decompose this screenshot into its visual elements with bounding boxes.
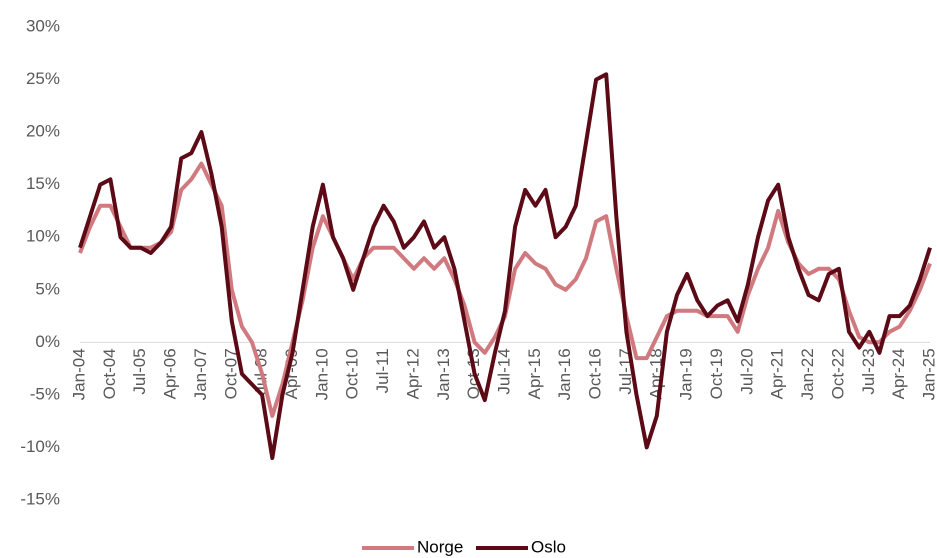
- y-tick-label: 0%: [35, 332, 60, 351]
- y-tick-label: 30%: [26, 16, 60, 35]
- y-tick-label: 10%: [26, 227, 60, 246]
- y-tick-label: 5%: [35, 279, 60, 298]
- x-tick-label: Jul-14: [494, 348, 513, 394]
- x-tick-label: Apr-06: [161, 348, 180, 399]
- y-tick-label: -10%: [20, 437, 60, 456]
- x-tick-label: Jan-16: [555, 348, 574, 400]
- x-tick-label: Jan-13: [434, 348, 453, 400]
- x-tick-label: Jan-22: [798, 348, 817, 400]
- y-tick-label: -5%: [30, 384, 60, 403]
- y-tick-label: 20%: [26, 122, 60, 141]
- x-tick-label: Jan-25: [919, 348, 937, 400]
- x-tick-label: Oct-10: [343, 348, 362, 399]
- x-tick-label: Jul-20: [737, 348, 756, 394]
- y-tick-label: 15%: [26, 174, 60, 193]
- x-tick-label: Apr-21: [768, 348, 787, 399]
- x-tick-label: Oct-22: [828, 348, 847, 399]
- x-tick-label: Oct-19: [707, 348, 726, 399]
- y-tick-label: 25%: [26, 69, 60, 88]
- x-tick-label: Oct-16: [586, 348, 605, 399]
- x-tick-label: Jan-04: [69, 348, 88, 400]
- x-tick-label: Oct-07: [221, 348, 240, 399]
- x-tick-label: Jan-19: [677, 348, 696, 400]
- x-tick-label: Jul-23: [859, 348, 878, 394]
- x-tick-label: Jan-10: [312, 348, 331, 400]
- x-tick-label: Apr-12: [403, 348, 422, 399]
- x-tick-label: Jan-07: [191, 348, 210, 400]
- legend-label: Norge: [417, 537, 463, 556]
- x-tick-label: Oct-04: [100, 348, 119, 399]
- x-tick-label: Apr-24: [889, 348, 908, 399]
- legend-label: Oslo: [531, 537, 566, 556]
- x-tick-label: Jul-11: [373, 348, 392, 393]
- y-tick-label: -15%: [20, 489, 60, 508]
- x-tick-label: Jul-05: [130, 348, 149, 394]
- x-tick-label: Apr-15: [525, 348, 544, 399]
- line-series: [78, 72, 932, 460]
